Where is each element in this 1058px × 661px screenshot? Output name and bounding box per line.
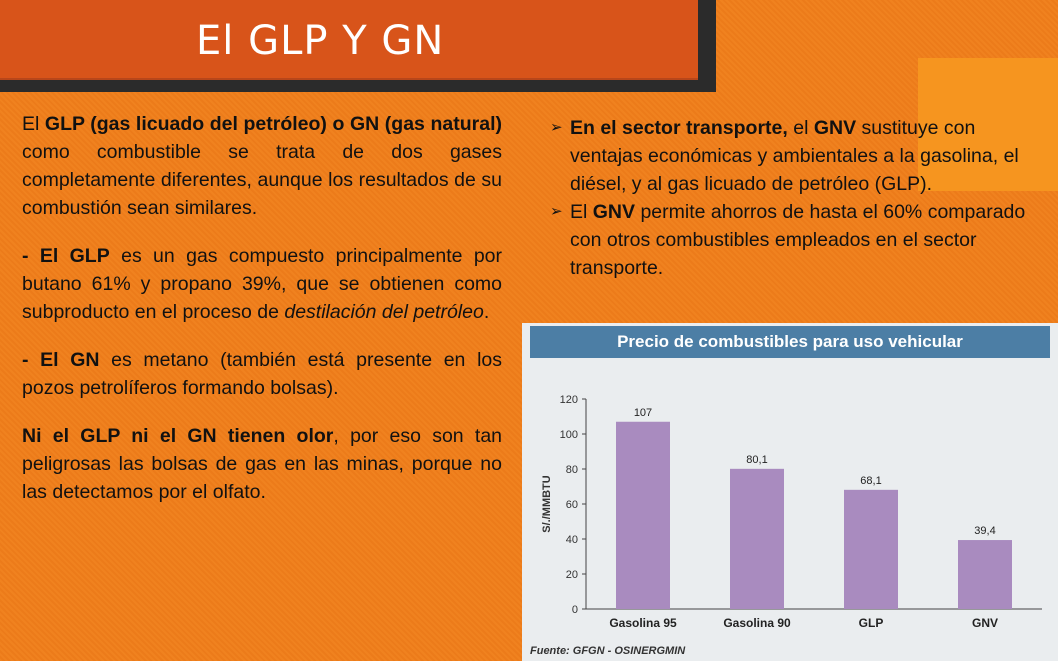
chart-title: Precio de combustibles para uso vehicula… (617, 332, 963, 351)
strong-run: GLP (gas licuado del petróleo) o GN (gas… (44, 113, 502, 135)
x-category-label: Gasolina 90 (723, 616, 791, 630)
text-run: permite ahorros de hasta el 60% comparad… (570, 201, 1026, 279)
text-run: sustituye con ventajas económicas y ambi… (570, 117, 1019, 195)
paragraph-glp: - El GLP es un gas compuesto principalme… (22, 242, 502, 326)
text-run: , por eso son tan peligrosas las bolsas … (22, 425, 503, 503)
y-tick-label: 60 (566, 499, 578, 511)
left-text-column: El GLP (gas licuado del petróleo) o GN (… (22, 110, 502, 526)
bar-value-label: 68,1 (860, 475, 881, 487)
y-tick-label: 120 (560, 394, 578, 406)
strong-run: En el sector transporte, (570, 117, 788, 139)
strong-run: GNV (813, 117, 857, 139)
strong-run: Ni el GLP ni el GN tienen olor (22, 425, 334, 447)
bar-value-label: 107 (634, 407, 652, 419)
text-run: el (787, 117, 814, 139)
y-tick-label: 80 (566, 464, 578, 476)
bullet-ahorro: ➢ El GNV permite ahorros de hasta el 60% … (550, 198, 1040, 282)
chart-header: Precio de combustibles para uso vehicula… (530, 326, 1050, 358)
accent-block (918, 58, 1058, 191)
text-run: . (483, 301, 490, 323)
bar-value-label: 80,1 (746, 454, 767, 466)
y-tick-label: 0 (572, 604, 578, 616)
italic-run: destilación del petróleo (284, 301, 484, 323)
bar-1 (730, 468, 784, 609)
right-text-column: ➢ En el sector transporte, el GNV sustitu… (550, 114, 1040, 282)
arrow-bullet-icon: ➢ (550, 203, 563, 220)
text-run: El (570, 201, 593, 223)
chart-source: Fuente: GFGN - OSINERGMIN (530, 645, 686, 657)
y-tick-label: 20 (566, 569, 578, 581)
arrow-bullet-icon: ➢ (550, 119, 563, 136)
title-bar: El GLP Y GN (0, 0, 698, 80)
x-category-label: Gasolina 95 (609, 616, 677, 630)
text-run: como combustible se trata de dos gases c… (22, 141, 502, 219)
bar-2 (844, 489, 898, 609)
bar-value-label: 39,4 (974, 525, 995, 537)
paragraph-intro: El GLP (gas licuado del petróleo) o GN (… (22, 110, 502, 222)
paragraph-olor: Ni el GLP ni el GN tienen olor, por eso … (22, 422, 502, 506)
fuel-price-chart: Precio de combustibles para uso vehicula… (522, 323, 1058, 661)
slide-title: El GLP Y GN (196, 18, 445, 64)
chart-plot: 0 20 40 60 80 100 120 S/./MMBTU 107 Gasolina 95 80… (541, 394, 1042, 630)
text-run: es metano (también está presente en los … (22, 349, 502, 399)
text-run: El (22, 113, 45, 135)
text-run: es un gas compuesto principalmente por b… (22, 245, 503, 323)
strong-run: - El GLP (22, 245, 110, 267)
y-axis-title: S/./MMBTU (541, 475, 553, 532)
x-category-label: GLP (859, 616, 884, 630)
y-tick-label: 40 (566, 534, 578, 546)
bar-0 (616, 421, 670, 609)
bar-3 (958, 540, 1012, 609)
strong-run: - El GN (22, 349, 100, 371)
y-tick-label: 100 (560, 429, 578, 441)
x-category-label: GNV (972, 616, 998, 630)
strong-run: GNV (592, 201, 636, 223)
bullet-transporte: ➢ En el sector transporte, el GNV sustitu… (550, 114, 1040, 198)
paragraph-gn: - El GN es metano (también está presente… (22, 346, 502, 402)
